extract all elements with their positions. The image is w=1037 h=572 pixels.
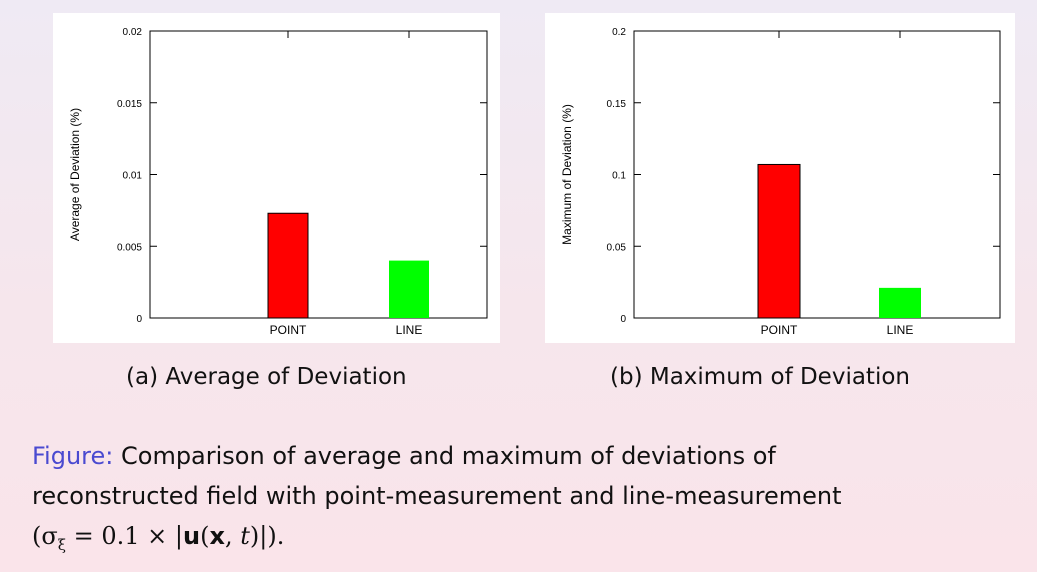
math-t: t	[240, 522, 250, 550]
y-tick-label: 0	[136, 314, 142, 325]
subcaption-maximum: (b) Maximum of Deviation	[610, 364, 910, 390]
subcaption-average: (a) Average of Deviation	[126, 364, 407, 390]
y-tick-label: 0	[620, 314, 626, 325]
math-comma: ,	[224, 522, 241, 550]
y-tick-label: 0.015	[117, 99, 142, 110]
math-args-open: (	[200, 522, 210, 550]
y-tick-label: 0.01	[123, 171, 143, 182]
math-sub: ξ	[57, 535, 67, 554]
y-axis-label: Maximum of Deviation (%)	[560, 104, 574, 245]
y-tick-label: 0.005	[117, 242, 142, 253]
chart-average-svg: 0 0.005 0.01 0.015 0.02 POINT LINE Average of D…	[68, 27, 488, 337]
y-tick-label: 0.2	[612, 27, 626, 38]
caption-line1: Comparison of average and maximum of dev…	[113, 442, 776, 470]
math-bold-u: u	[183, 522, 201, 550]
math-bold-x: x	[209, 522, 225, 550]
caption-line2: reconstructed field with point-measureme…	[32, 482, 842, 510]
bar-point	[267, 212, 309, 319]
chart-panel-average: 0 0.005 0.01 0.015 0.02 POINT LINE Average of D…	[53, 13, 500, 343]
y-axis-label: Average of Deviation (%)	[68, 108, 82, 241]
figure-caption: Figure: Comparison of average and maximu…	[32, 436, 1012, 565]
x-category-label: LINE	[887, 323, 914, 337]
x-category-label: POINT	[270, 323, 307, 337]
bar-point	[757, 163, 801, 319]
y-tick-label: 0.05	[607, 242, 627, 253]
plot-frame	[149, 30, 488, 319]
plot-frame	[633, 30, 1001, 319]
x-category-label: LINE	[396, 323, 423, 337]
y-tick-label: 0.02	[123, 27, 143, 38]
caption-prefix: Figure:	[32, 442, 114, 470]
chart-panel-maximum: 0 0.05 0.1 0.15 0.2 POINT LINE Maximum of Devia…	[545, 13, 1015, 343]
bar-line	[389, 260, 429, 318]
caption-math: (σξ = 0.1 × |u(x, t)|).	[32, 522, 285, 554]
x-category-label: POINT	[761, 323, 798, 337]
bar-line	[879, 287, 921, 318]
math-mid: = 0.1 × |	[66, 522, 184, 550]
y-tick-label: 0.15	[607, 99, 627, 110]
math-open: (σ	[32, 522, 58, 550]
math-close: )|).	[249, 522, 285, 550]
chart-maximum-svg: 0 0.05 0.1 0.15 0.2 POINT LINE Maximum of Devia…	[560, 27, 1001, 337]
y-tick-label: 0.1	[612, 171, 626, 182]
